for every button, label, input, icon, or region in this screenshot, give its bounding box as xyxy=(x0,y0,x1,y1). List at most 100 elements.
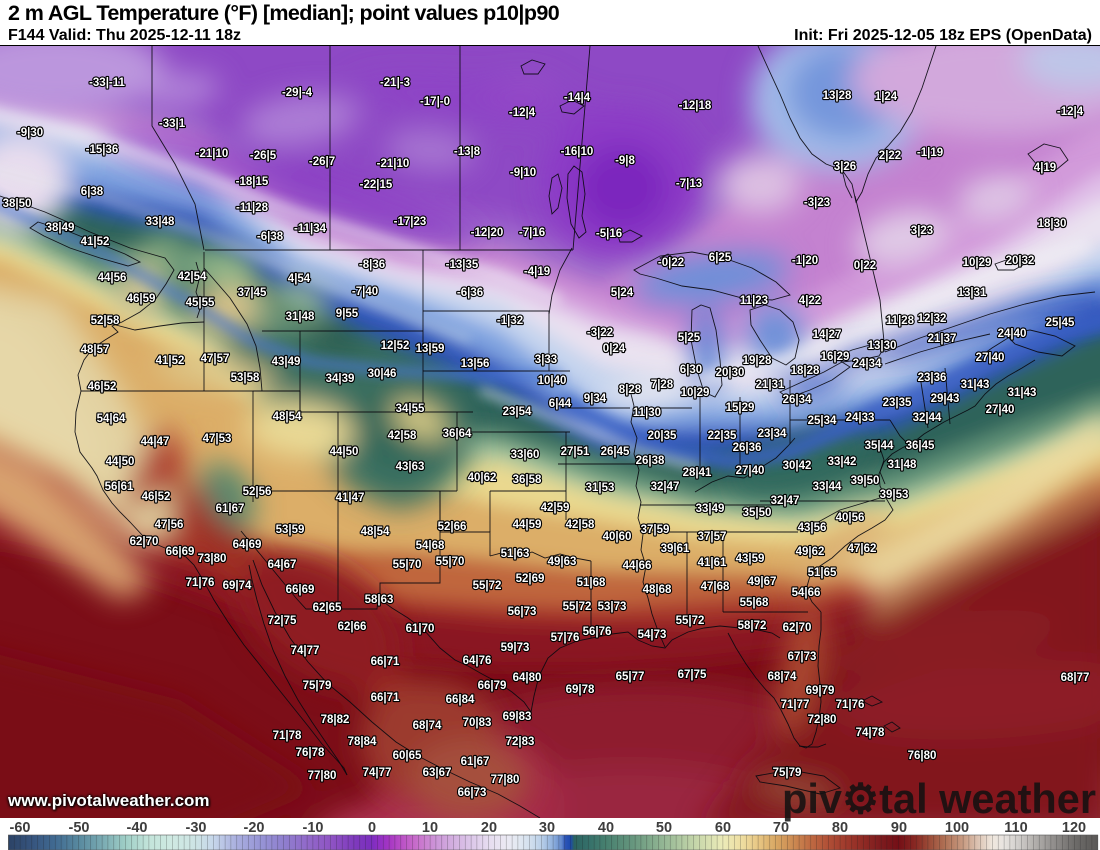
svg-text:31|48: 31|48 xyxy=(286,311,315,323)
svg-text:56|76: 56|76 xyxy=(583,626,612,638)
svg-text:23|34: 23|34 xyxy=(758,428,787,440)
svg-text:45|55: 45|55 xyxy=(186,297,215,309)
svg-text:40: 40 xyxy=(598,820,614,836)
svg-text:61|67: 61|67 xyxy=(216,503,245,515)
svg-text:78|84: 78|84 xyxy=(348,736,377,748)
svg-text:-21|10: -21|10 xyxy=(196,148,229,160)
svg-text:62|65: 62|65 xyxy=(313,602,342,614)
svg-text:-6|38: -6|38 xyxy=(257,231,284,243)
svg-text:54|68: 54|68 xyxy=(416,540,445,552)
svg-text:-1|19: -1|19 xyxy=(917,147,943,159)
svg-text:-12|20: -12|20 xyxy=(471,227,504,239)
svg-text:35|44: 35|44 xyxy=(865,440,894,452)
svg-text:26|34: 26|34 xyxy=(783,394,812,406)
svg-text:39|61: 39|61 xyxy=(661,543,690,555)
svg-text:69|78: 69|78 xyxy=(566,684,595,696)
svg-text:34|39: 34|39 xyxy=(326,373,355,385)
svg-text:70|83: 70|83 xyxy=(463,717,492,729)
svg-text:64|80: 64|80 xyxy=(513,672,542,684)
svg-text:12|32: 12|32 xyxy=(918,313,947,325)
svg-text:10|40: 10|40 xyxy=(538,375,567,387)
svg-text:-29|-4: -29|-4 xyxy=(282,87,313,99)
svg-text:39|53: 39|53 xyxy=(880,489,909,501)
svg-text:56|61: 56|61 xyxy=(105,481,134,493)
svg-text:77|80: 77|80 xyxy=(491,774,520,786)
svg-text:34|55: 34|55 xyxy=(396,403,425,415)
svg-text:-3|23: -3|23 xyxy=(804,197,830,209)
svg-text:48|57: 48|57 xyxy=(81,344,110,356)
svg-text:35|50: 35|50 xyxy=(743,507,772,519)
svg-text:52|66: 52|66 xyxy=(438,521,467,533)
svg-text:-11|28: -11|28 xyxy=(236,202,269,214)
svg-text:20|30: 20|30 xyxy=(716,367,745,379)
svg-text:16|29: 16|29 xyxy=(821,351,850,363)
svg-text:54|66: 54|66 xyxy=(792,587,821,599)
svg-text:-6|36: -6|36 xyxy=(457,287,483,299)
svg-text:-7|16: -7|16 xyxy=(519,227,545,239)
svg-text:-26|5: -26|5 xyxy=(250,150,277,162)
svg-text:-17|-0: -17|-0 xyxy=(420,96,450,108)
svg-text:23|54: 23|54 xyxy=(503,406,532,418)
svg-text:9|55: 9|55 xyxy=(336,308,359,320)
svg-text:51|65: 51|65 xyxy=(808,567,837,579)
svg-text:57|76: 57|76 xyxy=(551,632,580,644)
svg-text:3|33: 3|33 xyxy=(535,354,557,366)
svg-text:20: 20 xyxy=(481,820,497,836)
svg-text:8|28: 8|28 xyxy=(619,384,642,396)
svg-text:36|58: 36|58 xyxy=(513,474,542,486)
svg-text:10|29: 10|29 xyxy=(681,387,710,399)
svg-text:18|30: 18|30 xyxy=(1038,218,1067,230)
svg-text:11|30: 11|30 xyxy=(633,407,661,419)
svg-text:67|73: 67|73 xyxy=(788,651,817,663)
svg-text:6|30: 6|30 xyxy=(680,364,702,376)
svg-text:40|56: 40|56 xyxy=(836,512,865,524)
svg-text:80: 80 xyxy=(832,820,848,836)
svg-text:53|58: 53|58 xyxy=(231,372,260,384)
svg-text:-18|15: -18|15 xyxy=(236,176,269,188)
svg-text:11|23: 11|23 xyxy=(740,295,768,307)
svg-text:64|76: 64|76 xyxy=(463,655,492,667)
svg-text:43|56: 43|56 xyxy=(798,522,827,534)
svg-text:44|50: 44|50 xyxy=(330,446,359,458)
svg-text:20|32: 20|32 xyxy=(1006,255,1035,267)
svg-text:70: 70 xyxy=(773,820,789,836)
svg-text:9|34: 9|34 xyxy=(584,393,607,405)
svg-text:67|75: 67|75 xyxy=(678,669,707,681)
svg-text:31|43: 31|43 xyxy=(961,379,990,391)
svg-text:74|77: 74|77 xyxy=(291,645,320,657)
svg-text:0|24: 0|24 xyxy=(603,343,626,355)
svg-text:66|73: 66|73 xyxy=(458,787,487,799)
svg-text:26|38: 26|38 xyxy=(636,455,665,467)
svg-text:12|52: 12|52 xyxy=(381,340,410,352)
svg-text:73|80: 73|80 xyxy=(198,553,227,565)
svg-text:37|57: 37|57 xyxy=(698,531,727,543)
svg-text:-21|-3: -21|-3 xyxy=(380,77,410,89)
svg-text:46|52: 46|52 xyxy=(88,381,117,393)
svg-text:13|59: 13|59 xyxy=(416,343,445,355)
svg-text:23|35: 23|35 xyxy=(883,397,912,409)
svg-text:36|64: 36|64 xyxy=(443,428,472,440)
svg-text:37|45: 37|45 xyxy=(238,287,267,299)
svg-text:27|51: 27|51 xyxy=(561,446,590,458)
svg-text:53|59: 53|59 xyxy=(276,524,305,536)
svg-text:55|68: 55|68 xyxy=(740,597,769,609)
svg-text:54|64: 54|64 xyxy=(97,413,126,425)
svg-text:62|70: 62|70 xyxy=(130,536,159,548)
svg-text:42|54: 42|54 xyxy=(178,271,207,283)
svg-text:75|79: 75|79 xyxy=(303,680,332,692)
svg-text:27|40: 27|40 xyxy=(976,352,1005,364)
svg-text:77|80: 77|80 xyxy=(308,770,337,782)
svg-text:47|62: 47|62 xyxy=(848,543,877,555)
svg-text:42|58: 42|58 xyxy=(388,430,417,442)
svg-text:48|68: 48|68 xyxy=(643,584,672,596)
svg-text:10: 10 xyxy=(422,820,438,836)
svg-text:27|40: 27|40 xyxy=(736,465,765,477)
svg-text:56|73: 56|73 xyxy=(508,606,537,618)
svg-text:68|74: 68|74 xyxy=(413,720,442,732)
svg-text:23|36: 23|36 xyxy=(918,372,947,384)
svg-text:43|59: 43|59 xyxy=(736,553,765,565)
svg-text:-11|34: -11|34 xyxy=(294,223,327,235)
svg-text:44|47: 44|47 xyxy=(141,436,170,448)
svg-text:-17|23: -17|23 xyxy=(394,216,427,228)
svg-text:63|67: 63|67 xyxy=(423,767,452,779)
